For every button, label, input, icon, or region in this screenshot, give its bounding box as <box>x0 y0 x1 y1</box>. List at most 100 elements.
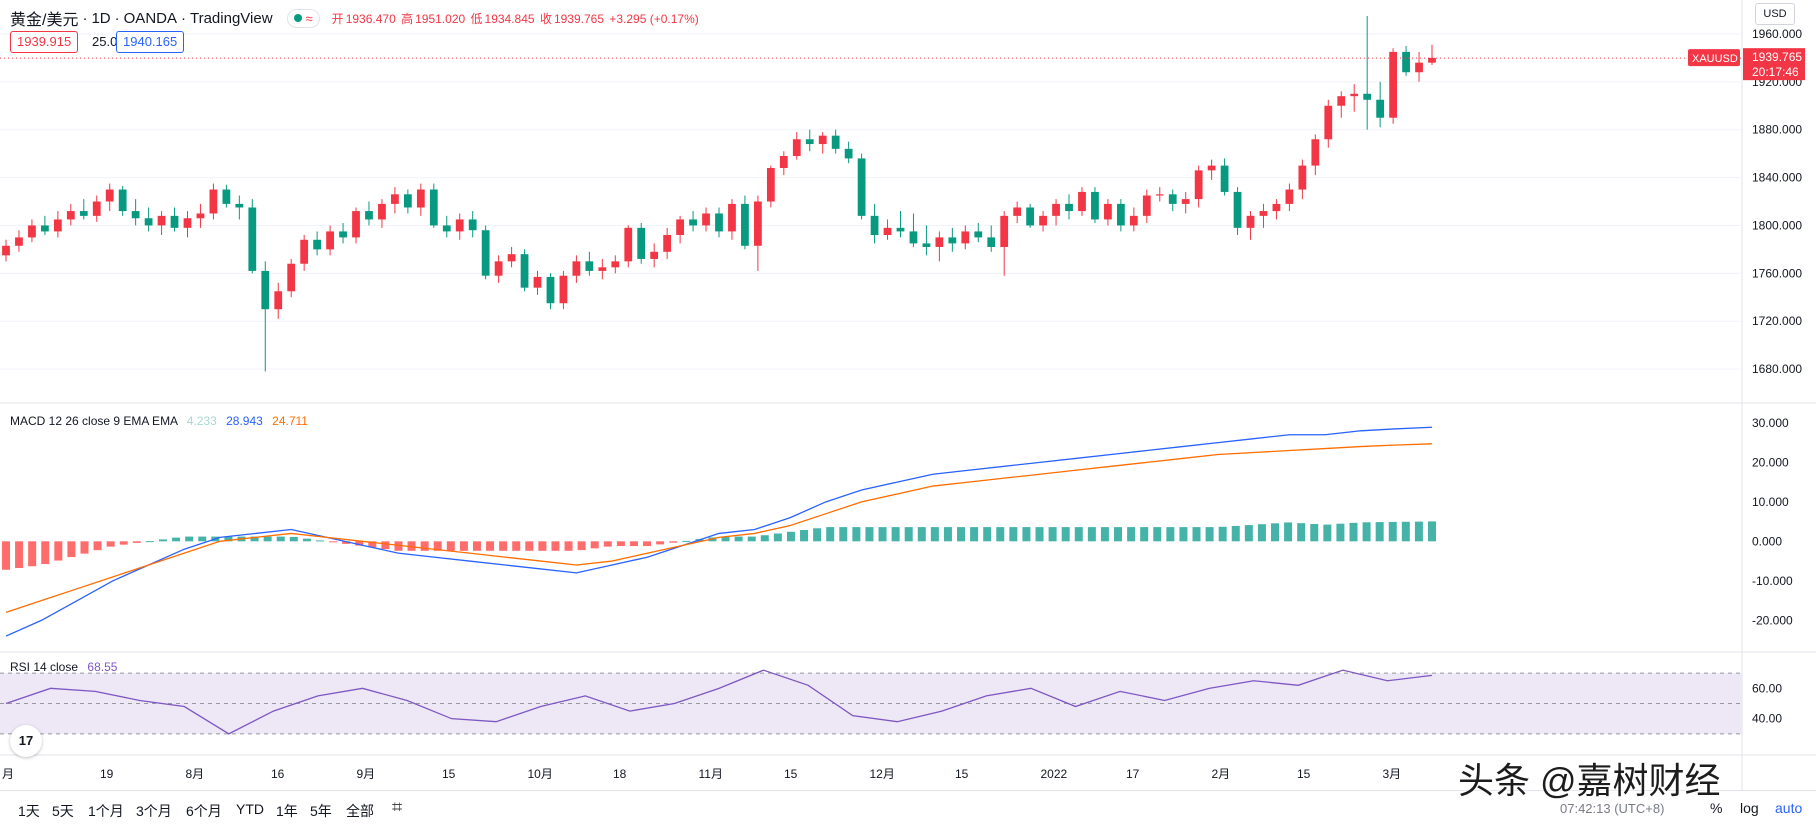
platform-label: TradingView <box>189 9 273 27</box>
candle <box>53 219 62 232</box>
price-axis-tick: 1840.000 <box>1752 171 1802 185</box>
macd-histogram-bar <box>1205 527 1214 542</box>
macd-histogram-bar <box>1271 523 1280 542</box>
price-axis-tick: 1680.000 <box>1752 362 1802 376</box>
candle <box>365 211 373 220</box>
macd-histogram-bar <box>1323 524 1332 542</box>
macd-legend[interactable]: MACD 12 26 close 9 EMA EMA 4.233 28.943 … <box>10 414 308 428</box>
interval-label[interactable]: 1D <box>91 9 111 27</box>
candle <box>41 225 49 232</box>
candle <box>507 254 516 262</box>
candle <box>1415 62 1423 73</box>
candle <box>948 237 957 244</box>
macd-histogram-bar <box>1166 527 1175 542</box>
countdown-text: 20:17:46 <box>1752 65 1799 79</box>
range-button-3m[interactable]: 3个月 <box>136 803 172 819</box>
candle <box>1428 57 1436 63</box>
interval-sep: · <box>180 9 186 27</box>
currency-selector[interactable]: USD <box>1755 3 1795 25</box>
macd-histogram-bar <box>826 527 835 542</box>
low-label: 低 <box>470 11 483 26</box>
candle <box>144 218 153 226</box>
macd-histogram-bar <box>15 541 24 568</box>
macd-histogram-bar <box>1257 524 1266 542</box>
candle <box>222 189 231 204</box>
range-button-all[interactable]: 全部 <box>346 803 374 819</box>
candle <box>235 203 244 208</box>
candle <box>1194 170 1203 200</box>
rsi-value: 68.55 <box>87 660 118 674</box>
range-button-6m[interactable]: 6个月 <box>186 803 222 819</box>
range-button-ytd[interactable]: YTD <box>236 801 264 817</box>
buy-price-button[interactable]: 1940.165 <box>116 31 185 53</box>
candle <box>1246 215 1255 228</box>
bottom-toolbar: 1天 5天 1个月 3个月 6个月 YTD 1年 5年 全部 ⌗ <box>0 790 1816 831</box>
rsi-legend[interactable]: RSI 14 close 68.55 <box>10 660 117 674</box>
time-axis-tick: 月 <box>2 767 14 781</box>
candle <box>170 215 179 228</box>
macd-histogram-bar <box>158 539 167 542</box>
macd-line-value: 28.943 <box>226 414 263 428</box>
candle <box>1168 194 1177 204</box>
range-button-5y[interactable]: 5年 <box>310 803 332 819</box>
macd-histogram-bar <box>1388 521 1397 542</box>
macd-histogram-bar <box>381 541 390 550</box>
macd-histogram-bar <box>1362 522 1371 542</box>
time-readout[interactable]: 07:42:13 (UTC+8) <box>1560 801 1665 816</box>
candle <box>1402 51 1410 73</box>
macd-histogram-bar <box>224 536 233 542</box>
log-scale-button[interactable]: log <box>1740 800 1759 816</box>
trading-chart[interactable]: 1960.000 19 20.000 1880.000 1840.000 1800.000… <box>0 0 1816 790</box>
high-value: 1951.020 <box>415 11 466 26</box>
macd-histogram-bar <box>878 527 887 542</box>
market-open-dot-icon <box>293 14 302 22</box>
range-button-5d[interactable]: 5天 <box>52 803 74 819</box>
macd-histogram-bar <box>852 527 861 542</box>
range-button-1y[interactable]: 1年 <box>276 803 298 819</box>
candle <box>391 194 399 204</box>
candle <box>728 203 736 232</box>
candle <box>870 215 879 236</box>
macd-histogram-bar <box>1061 527 1070 542</box>
candle <box>494 261 503 276</box>
candle <box>650 251 659 259</box>
macd-histogram-bar <box>682 540 691 542</box>
candle <box>105 189 114 202</box>
macd-histogram-bar <box>983 527 992 542</box>
range-button-1m[interactable]: 1个月 <box>88 803 124 819</box>
macd-histogram-bar <box>800 530 809 542</box>
auto-scale-button[interactable]: auto <box>1775 800 1803 816</box>
candle <box>896 227 905 232</box>
time-axis-tick: 18 <box>613 767 627 781</box>
macd-histogram-bar <box>1127 527 1136 542</box>
candle <box>792 139 801 157</box>
candle <box>559 275 568 304</box>
last-price-text: 1939.765 <box>1752 50 1802 64</box>
candle <box>2 245 10 256</box>
macd-histogram-bar <box>773 533 782 542</box>
sell-price-button[interactable]: 1939.915 <box>10 31 79 53</box>
market-status[interactable]: ≈ <box>286 8 320 28</box>
symbol-title[interactable]: 黄金/美元 <box>10 12 79 29</box>
macd-histogram-bar <box>1231 525 1240 542</box>
macd-histogram-bar <box>1035 527 1044 542</box>
range-button-1d[interactable]: 1天 <box>18 803 40 819</box>
macd-histogram-bar <box>1153 527 1162 542</box>
tradingview-logo-icon[interactable]: 17 <box>10 725 42 757</box>
calendar-range-icon[interactable]: ⌗ <box>392 797 403 817</box>
candle <box>28 225 36 238</box>
macd-histogram-bar <box>1114 527 1123 542</box>
macd-histogram-bar <box>499 541 508 551</box>
percent-scale-button[interactable]: % <box>1710 800 1723 816</box>
candle <box>1207 165 1216 171</box>
spread-value: 25.0 <box>92 34 118 49</box>
candle <box>326 231 334 250</box>
macd-axis-tick: -10.000 <box>1752 574 1793 588</box>
price-axis-tick: 1880.000 <box>1752 123 1802 137</box>
macd-histogram-bar <box>54 541 63 561</box>
macd-histogram-bar <box>1192 527 1201 542</box>
symbol-header[interactable]: 黄金/美元 · 1D · OANDA · TradingView ≈ 开 1936… <box>10 6 701 30</box>
candle <box>429 189 438 226</box>
candle <box>1052 203 1060 216</box>
macd-histogram-bar <box>551 541 560 551</box>
